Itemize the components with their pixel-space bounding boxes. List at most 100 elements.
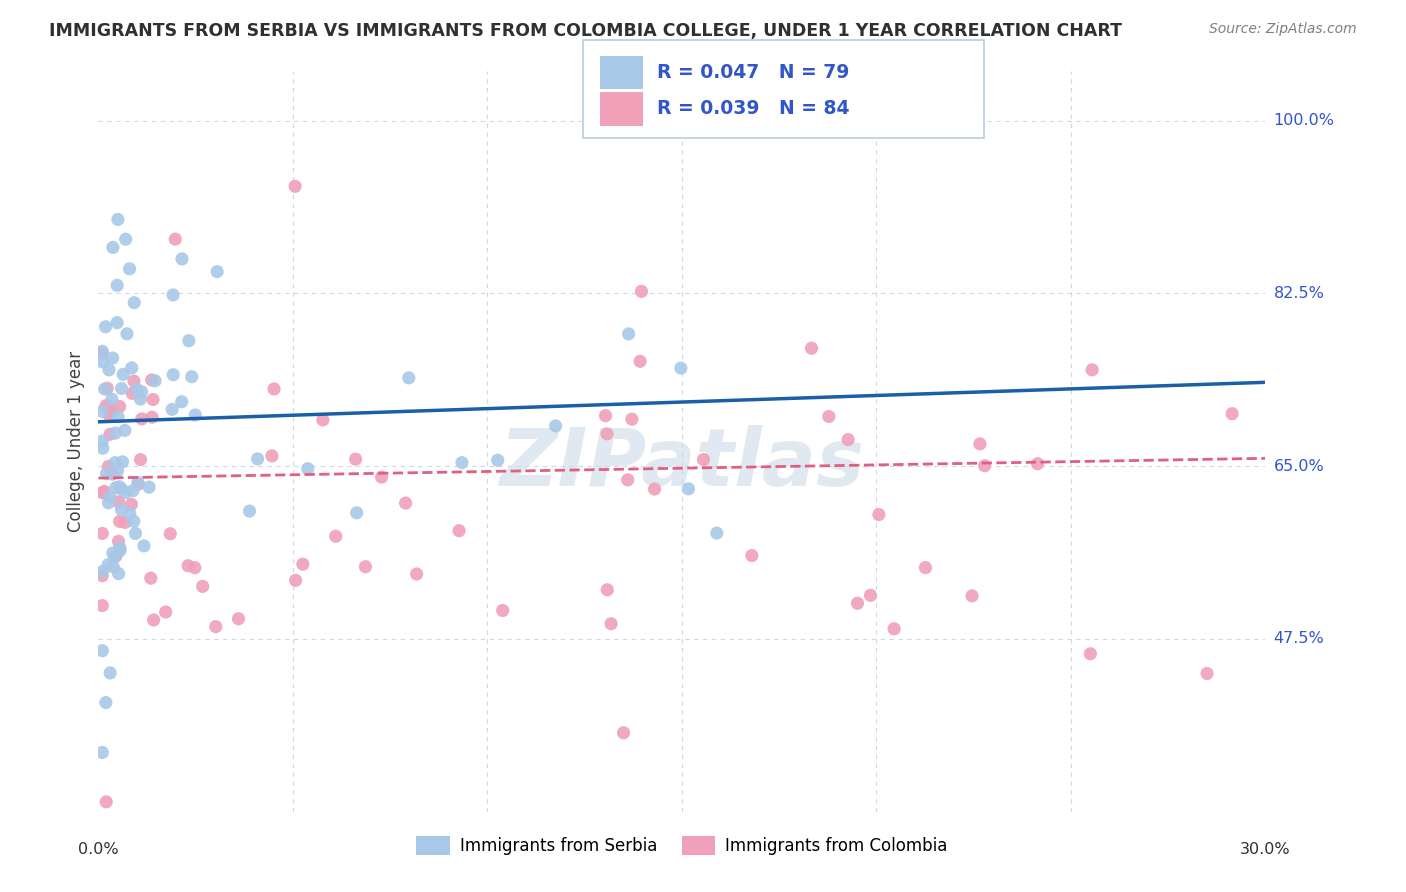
Point xyxy=(837,433,859,447)
Point xyxy=(114,516,136,530)
Point xyxy=(91,434,114,448)
Point xyxy=(205,264,228,278)
Point xyxy=(98,409,121,423)
Point xyxy=(155,605,177,619)
Point xyxy=(1081,363,1104,377)
Point xyxy=(127,477,149,491)
Point xyxy=(260,449,283,463)
Point xyxy=(91,404,114,418)
Point xyxy=(94,696,117,710)
Point xyxy=(346,506,368,520)
Point xyxy=(101,240,124,254)
Point xyxy=(706,526,728,541)
Point xyxy=(370,470,392,484)
Point xyxy=(118,507,141,521)
Point xyxy=(969,437,991,451)
Point xyxy=(108,400,131,414)
Point xyxy=(97,459,120,474)
Point xyxy=(630,285,652,299)
Point xyxy=(91,526,114,541)
Text: R = 0.047   N = 79: R = 0.047 N = 79 xyxy=(657,63,849,82)
Point xyxy=(91,355,114,369)
Point xyxy=(544,419,567,434)
Point xyxy=(96,381,118,395)
Point xyxy=(91,565,114,579)
Point xyxy=(127,475,149,490)
Point xyxy=(451,456,474,470)
Point xyxy=(184,408,207,422)
Point xyxy=(139,571,162,585)
Point xyxy=(122,514,145,528)
Point xyxy=(91,485,114,500)
Point xyxy=(132,539,155,553)
Point xyxy=(973,458,995,473)
Point xyxy=(131,384,153,399)
Text: 100.0%: 100.0% xyxy=(1274,113,1334,128)
Point xyxy=(141,410,163,425)
Point xyxy=(104,549,127,563)
Point xyxy=(191,579,214,593)
Point xyxy=(93,484,115,499)
Point xyxy=(108,543,131,558)
Point xyxy=(170,394,193,409)
Point xyxy=(107,534,129,549)
Point xyxy=(110,382,132,396)
Point xyxy=(94,399,117,413)
Point xyxy=(96,467,118,481)
Point xyxy=(98,363,121,377)
Point xyxy=(94,319,117,334)
Point xyxy=(121,386,143,401)
Point xyxy=(105,316,128,330)
Text: 47.5%: 47.5% xyxy=(1274,632,1324,647)
Point xyxy=(97,558,120,572)
Text: 30.0%: 30.0% xyxy=(1240,842,1291,857)
Point xyxy=(111,455,134,469)
Point xyxy=(91,599,114,613)
Point xyxy=(184,560,207,574)
Point xyxy=(960,589,983,603)
Point xyxy=(354,559,377,574)
Point xyxy=(143,374,166,388)
Point xyxy=(228,612,250,626)
Point xyxy=(159,526,181,541)
Text: ZIPatlas: ZIPatlas xyxy=(499,425,865,503)
Text: 82.5%: 82.5% xyxy=(1274,286,1324,301)
Text: 65.0%: 65.0% xyxy=(1274,458,1324,474)
Legend: Immigrants from Serbia, Immigrants from Colombia: Immigrants from Serbia, Immigrants from … xyxy=(416,836,948,855)
Point xyxy=(160,402,183,417)
Point xyxy=(91,441,114,455)
Point xyxy=(104,456,127,470)
Point xyxy=(101,467,124,481)
Point xyxy=(620,412,643,426)
Point xyxy=(1220,407,1243,421)
Point xyxy=(142,613,165,627)
Point xyxy=(817,409,839,424)
Point xyxy=(98,665,121,680)
Point xyxy=(105,278,128,293)
Point xyxy=(115,326,138,341)
Point xyxy=(312,413,335,427)
Point xyxy=(741,549,763,563)
Point xyxy=(492,603,515,617)
Point xyxy=(96,795,118,809)
Point xyxy=(98,490,121,504)
Point xyxy=(447,524,470,538)
Point xyxy=(97,496,120,510)
Text: R = 0.039   N = 84: R = 0.039 N = 84 xyxy=(657,99,849,119)
Point xyxy=(101,351,124,365)
Point xyxy=(405,566,427,581)
Point xyxy=(596,582,619,597)
Point xyxy=(91,344,114,359)
Point xyxy=(162,368,184,382)
Point xyxy=(263,382,285,396)
Point xyxy=(107,566,129,581)
Point xyxy=(595,409,617,423)
Point xyxy=(93,382,115,396)
Point xyxy=(325,529,347,543)
Text: Source: ZipAtlas.com: Source: ZipAtlas.com xyxy=(1209,22,1357,37)
Point xyxy=(883,622,905,636)
Point xyxy=(486,453,509,467)
Point xyxy=(100,405,122,419)
Point xyxy=(246,451,269,466)
Point xyxy=(98,400,121,414)
